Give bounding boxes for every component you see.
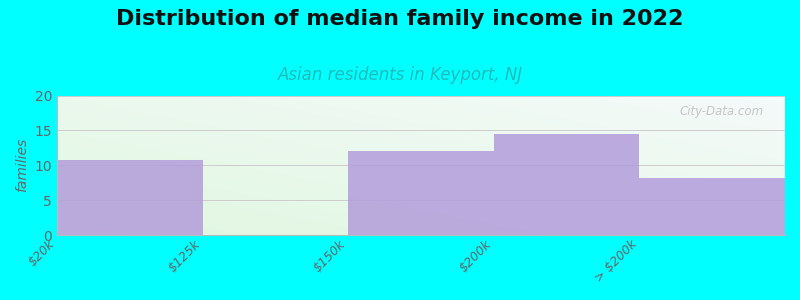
Y-axis label: families: families xyxy=(15,138,29,192)
Bar xyxy=(494,134,639,235)
Bar xyxy=(639,178,785,235)
Text: City-Data.com: City-Data.com xyxy=(679,105,763,118)
Bar xyxy=(348,151,494,235)
Bar xyxy=(57,160,202,235)
Text: Asian residents in Keyport, NJ: Asian residents in Keyport, NJ xyxy=(278,66,522,84)
Text: Distribution of median family income in 2022: Distribution of median family income in … xyxy=(116,9,684,29)
